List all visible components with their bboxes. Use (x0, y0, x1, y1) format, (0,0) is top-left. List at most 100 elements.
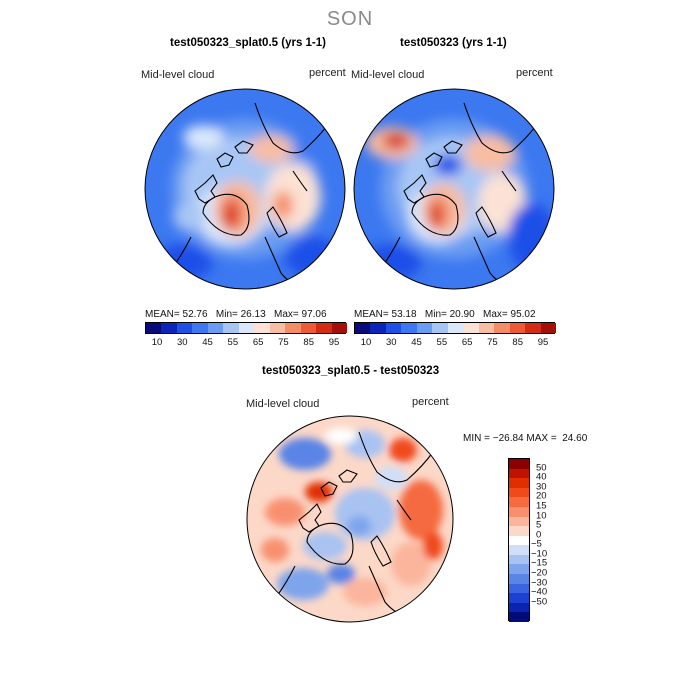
panel-1-colorbar-swatch (146, 323, 162, 333)
panel-1-stats: MEAN= 52.76 Min= 26.13 Max= 97.06 (145, 309, 327, 320)
panel-1-variable-label: Mid-level cloud (141, 69, 215, 81)
panel-3-colorbar-tick-label: −40 (531, 586, 548, 598)
panel-1-units-label: percent (309, 67, 346, 79)
panel-3-colorbar-tick-label: 5 (536, 519, 542, 531)
panel-1-colorbar-swatch (285, 323, 302, 333)
panel-2-colorbar-tick-label: 85 (512, 337, 523, 348)
panel-1-colorbar-ticks: 10 30 45 55 65 75 85 95 (145, 337, 346, 349)
panel-1-colorbar-swatch (192, 323, 209, 333)
panel-3-max-value: 24.60 (562, 433, 588, 444)
panel-2-colorbar (354, 322, 557, 334)
panel-2-colorbar-tick-label: 30 (385, 337, 397, 348)
panel-3-colorbar-swatch (509, 468, 529, 479)
panel-3-variable-label: Mid-level cloud (246, 398, 320, 410)
panel-2-min-label: Min= (424, 309, 447, 320)
panel-1-mean-label: MEAN= (145, 309, 180, 320)
panel-1-colorbar-swatch (316, 323, 333, 333)
panel-1-colorbar-tick-label: 95 (328, 337, 340, 348)
panel-1-mean-value: 52.76 (182, 309, 208, 320)
panel-1-colorbar-swatch (161, 323, 178, 333)
panel-2-colorbar-swatch (385, 323, 402, 333)
panel-1-colorbar (145, 322, 348, 334)
panel-3-colorbar-swatch (509, 478, 529, 489)
panel-2-mean-label: MEAN= (354, 309, 389, 320)
panel-1-colorbar-swatch (223, 323, 240, 333)
panel-2-colorbar-swatch (447, 323, 464, 333)
panel-3-colorbar-swatch (509, 574, 529, 585)
panel-1-colorbar-swatch (207, 323, 224, 333)
panel-3-colorbar-tick-label: 20 (536, 490, 547, 502)
panel-1-colorbar-tick-label: 75 (278, 337, 289, 348)
panel-3-stats: MIN = −26.84 MAX = 24.60 (463, 433, 587, 444)
panel-2-colorbar-swatch (494, 323, 511, 333)
panel-2-colorbar-swatch (416, 323, 433, 333)
panel-1-max-label: Max= (274, 309, 299, 320)
panel-3-colorbar-swatch (509, 516, 529, 527)
panel-2-colorbar-swatch (540, 323, 557, 333)
panel-1-colorbar-tick-label: 65 (252, 337, 264, 348)
panel-2-variable-label: Mid-level cloud (351, 69, 425, 81)
panel-2-colorbar-tick-label: 75 (487, 337, 498, 348)
panel-1-colorbar-tick-label: 45 (202, 337, 213, 348)
panel-3-colorbar-tick-label: −50 (531, 596, 548, 608)
panel-3-colorbar-tick-label: 0 (536, 529, 542, 541)
panel-3-colorbar-swatch (509, 526, 529, 537)
panel-1-polar-map (144, 88, 346, 290)
panel-1-colorbar-swatch (238, 323, 255, 333)
panel-3-colorbar-swatch (509, 602, 529, 613)
panel-3-colorbar-swatch (509, 564, 529, 575)
panel-2-colorbar-tick-label: 95 (537, 337, 549, 348)
panel-2-colorbar-swatch (463, 323, 480, 333)
panel-3-colorbar-tick-label: 40 (536, 471, 547, 483)
panel-3-colorbar-tick-label: −10 (531, 548, 548, 560)
panel-3-title: test050323_splat0.5 - test050323 (262, 365, 440, 377)
panel-2-colorbar-swatch (478, 323, 495, 333)
panel-2-colorbar-swatch (355, 323, 371, 333)
panel-3-colorbar-swatch (509, 497, 529, 508)
panel-1-min-value: 26.13 (240, 309, 266, 320)
panel-3-min-value: −26.84 (492, 433, 524, 444)
panel-3-colorbar-tick-label: −30 (531, 577, 548, 589)
panel-1-title: test050323_splat0.5 (yrs 1-1) (170, 37, 326, 49)
panel-2-colorbar-tick-label: 10 (360, 337, 372, 348)
panel-3-min-label: MIN = (463, 433, 490, 444)
panel-3-polar-map (246, 415, 454, 623)
panel-2-min-value: 20.90 (449, 309, 475, 320)
panel-3-colorbar-swatch (509, 535, 529, 546)
panel-2-colorbar-swatch (525, 323, 542, 333)
panel-1-colorbar-tick-label: 55 (227, 337, 239, 348)
panel-3-max-label: MAX = (526, 433, 557, 444)
panel-3-colorbar (508, 458, 530, 623)
panel-1-colorbar-swatch (254, 323, 271, 333)
panel-1-colorbar-swatch (269, 323, 286, 333)
panel-3-colorbar-tick-label: 30 (536, 481, 547, 493)
panel-2-max-label: Max= (483, 309, 508, 320)
panel-2-mean-value: 53.18 (391, 309, 417, 320)
panel-1-colorbar-tick-label: 10 (151, 337, 163, 348)
panel-3-colorbar-swatch (509, 545, 529, 556)
panel-3-colorbar-tick-label: −5 (531, 538, 542, 550)
figure-title: SON (326, 8, 374, 30)
panel-1-colorbar-swatch (176, 323, 193, 333)
panel-2-units-label: percent (516, 67, 553, 79)
panel-3-colorbar-swatch (509, 554, 529, 565)
panel-3-colorbar-tick-label: −20 (531, 567, 548, 579)
panel-2-colorbar-ticks: 10 30 45 55 65 75 85 95 (354, 337, 555, 349)
panel-1-colorbar-swatch (300, 323, 317, 333)
panel-3-colorbar-tick-label: 10 (536, 510, 547, 522)
panel-2-colorbar-swatch (401, 323, 418, 333)
panel-2-colorbar-swatch (432, 323, 449, 333)
panel-2-colorbar-tick-label: 55 (436, 337, 448, 348)
panel-3-colorbar-tick-label: 50 (536, 462, 547, 474)
panel-2-max-value: 95.02 (510, 309, 536, 320)
panel-3-colorbar-swatch (509, 612, 529, 623)
panel-3-colorbar-swatch (509, 583, 529, 594)
panel-1-colorbar-tick-label: 85 (303, 337, 314, 348)
panel-3-colorbar-ticks: 50 40 30 20 15 10 5 0 −5 −10 −15 −20 −30 −40 −50 (531, 458, 576, 621)
panel-3-colorbar-swatch (509, 459, 529, 470)
panel-2-title: test050323 (yrs 1-1) (400, 37, 507, 49)
panel-3-units-label: percent (412, 396, 449, 408)
panel-2-colorbar-tick-label: 45 (411, 337, 422, 348)
panel-2-colorbar-tick-label: 65 (461, 337, 473, 348)
panel-3-colorbar-tick-label: 15 (536, 500, 547, 512)
